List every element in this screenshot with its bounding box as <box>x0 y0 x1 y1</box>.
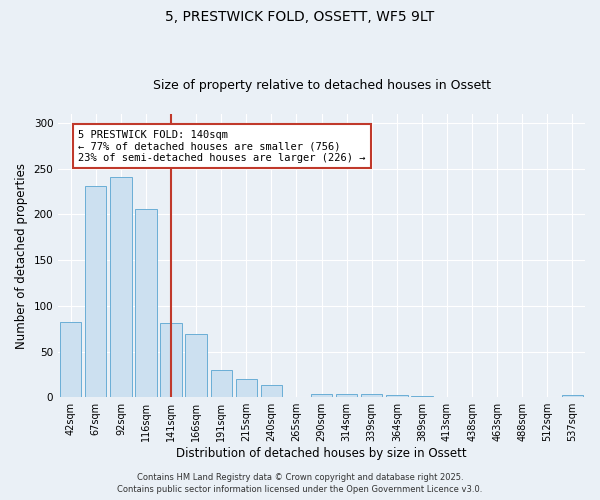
Bar <box>60 322 82 397</box>
Bar <box>236 379 257 397</box>
Bar <box>411 396 433 397</box>
X-axis label: Distribution of detached houses by size in Ossett: Distribution of detached houses by size … <box>176 447 467 460</box>
Bar <box>211 370 232 397</box>
Title: Size of property relative to detached houses in Ossett: Size of property relative to detached ho… <box>152 79 491 92</box>
Bar <box>85 186 106 397</box>
Bar <box>110 177 131 397</box>
Bar <box>336 394 358 397</box>
Bar <box>261 386 282 397</box>
Bar <box>311 394 332 397</box>
Bar <box>361 394 382 397</box>
Bar <box>136 209 157 397</box>
Bar <box>160 323 182 397</box>
Y-axis label: Number of detached properties: Number of detached properties <box>15 162 28 348</box>
Text: 5, PRESTWICK FOLD, OSSETT, WF5 9LT: 5, PRESTWICK FOLD, OSSETT, WF5 9LT <box>166 10 434 24</box>
Text: Contains HM Land Registry data © Crown copyright and database right 2025.
Contai: Contains HM Land Registry data © Crown c… <box>118 472 482 494</box>
Bar <box>386 396 407 397</box>
Bar <box>185 334 207 397</box>
Bar <box>562 396 583 397</box>
Text: 5 PRESTWICK FOLD: 140sqm
← 77% of detached houses are smaller (756)
23% of semi-: 5 PRESTWICK FOLD: 140sqm ← 77% of detach… <box>78 130 366 162</box>
